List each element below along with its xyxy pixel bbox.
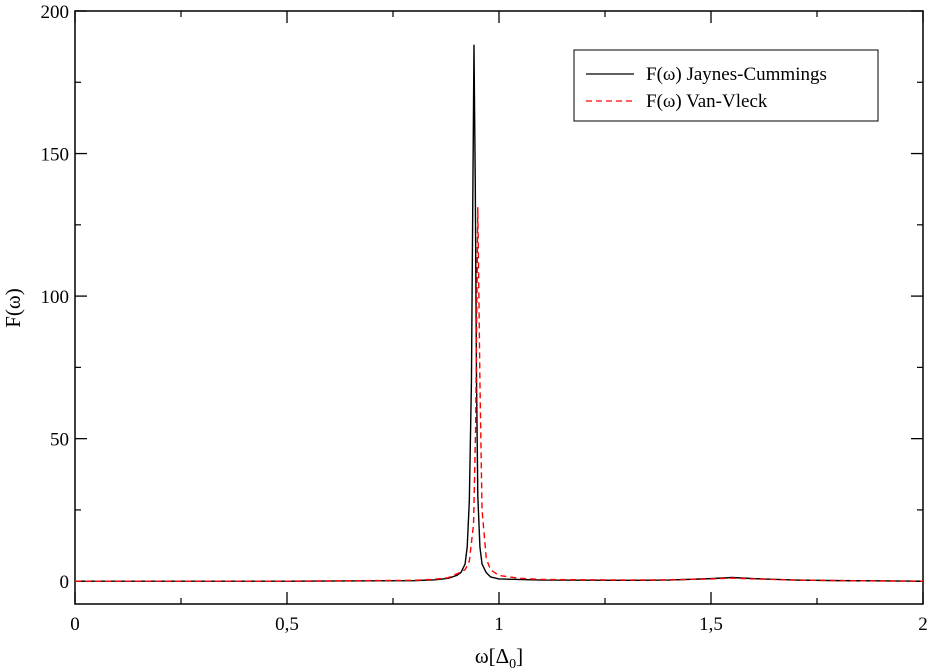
y-tick-label: 0: [60, 572, 70, 593]
y-tick-label: 100: [41, 287, 70, 308]
y-tick-label: 150: [41, 145, 70, 166]
axis-ticks: [74, 10, 924, 604]
x-tick-label: 2: [918, 614, 928, 635]
series-line-van-vleck: [75, 207, 924, 582]
axis-tick-labels: 0 0,5 1 1,5 2 0 50 100 150 200: [41, 2, 928, 635]
x-tick-label: 0,5: [275, 614, 299, 635]
legend-box: [573, 49, 879, 122]
x-axis-label-subscript: 0: [509, 657, 516, 671]
x-tick-label: 1,5: [699, 614, 723, 635]
x-axis-label-close: ]: [516, 644, 523, 668]
y-tick-label: 200: [41, 2, 70, 23]
x-tick-label: 0: [70, 614, 80, 635]
legend-label-jaynes-cummings: F(ω) Jaynes-Cummings: [646, 64, 827, 85]
legend-label-van-vleck: F(ω) Van-Vleck: [646, 91, 768, 112]
series-layer: [75, 44, 924, 582]
x-axis-label: ω[Δ0]: [475, 644, 523, 671]
x-tick-label: 1: [494, 614, 504, 635]
y-axis-label: F(ω): [1, 288, 25, 328]
x-axis-label-main: ω[Δ: [475, 644, 509, 668]
legend: F(ω) Jaynes-Cummings F(ω) Van-Vleck: [573, 49, 879, 122]
series-line-jaynes-cummings: [75, 44, 924, 582]
y-tick-label: 50: [50, 430, 69, 451]
